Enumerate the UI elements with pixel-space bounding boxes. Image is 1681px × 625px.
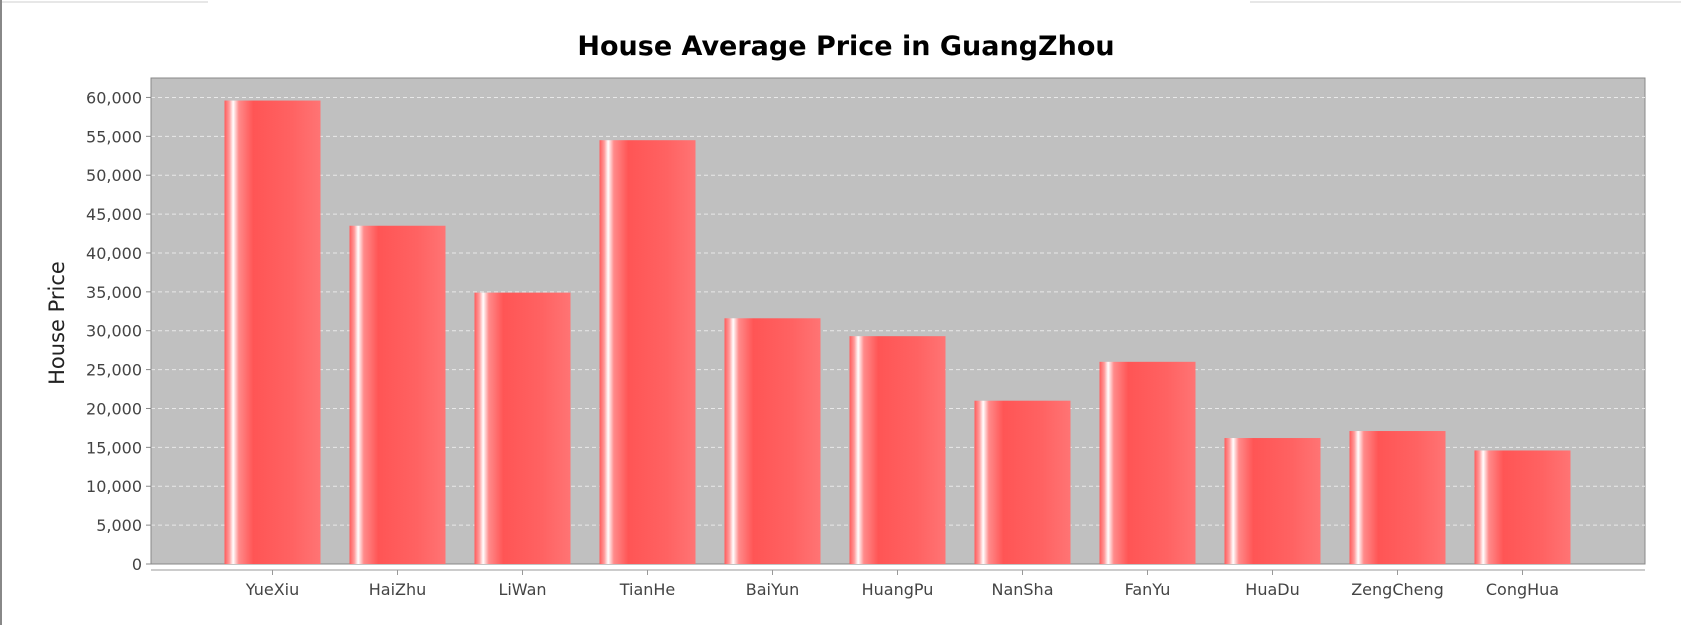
x-category-label: FanYu [1125, 580, 1171, 599]
bar-nansha [974, 400, 1071, 564]
x-category-label: HuaDu [1245, 580, 1299, 599]
y-axis-ticks: 0 5,000 10,000 15,000 20,000 25,000 30,000 35,0… [86, 88, 151, 574]
x-category-label: HaiZhu [369, 580, 427, 599]
y-tick-label: 30,000 [86, 322, 142, 341]
x-category-label: TianHe [619, 580, 676, 599]
x-category-label: HuangPu [862, 580, 934, 599]
y-tick-label: 55,000 [86, 127, 142, 146]
bar-tianhe [599, 140, 696, 564]
x-category-label: CongHua [1486, 580, 1559, 599]
bar-conghua [1474, 450, 1571, 564]
y-tick-label: 0 [132, 555, 142, 574]
y-tick-label: 50,000 [86, 166, 142, 185]
y-tick-label: 60,000 [86, 88, 142, 107]
y-tick-label: 25,000 [86, 361, 142, 380]
bar-baiyun [724, 318, 821, 564]
x-axis-categories: YueXiu HaiZhu LiWan TianHe BaiYun HuangPu NanS… [245, 570, 1559, 599]
y-tick-label: 20,000 [86, 399, 142, 418]
bar-huangpu [849, 336, 946, 564]
y-tick-label: 35,000 [86, 283, 142, 302]
bars-group [224, 100, 1571, 564]
bar-yuexiu [224, 100, 321, 564]
y-axis-label: House Price [45, 261, 69, 385]
bar-zengcheng [1349, 431, 1446, 564]
bar-fanyu [1099, 361, 1196, 564]
x-category-label: YueXiu [245, 580, 299, 599]
x-category-label: LiWan [498, 580, 546, 599]
chart-title: House Average Price in GuangZhou [577, 31, 1114, 62]
y-tick-label: 5,000 [96, 516, 142, 535]
y-tick-label: 10,000 [86, 477, 142, 496]
bar-haizhu [349, 225, 446, 564]
x-category-label: BaiYun [746, 580, 799, 599]
bar-huadu [1224, 438, 1321, 564]
x-category-label: ZengCheng [1351, 580, 1444, 599]
y-tick-label: 15,000 [86, 438, 142, 457]
y-tick-label: 45,000 [86, 205, 142, 224]
x-category-label: NanSha [991, 580, 1053, 599]
y-tick-label: 40,000 [86, 244, 142, 263]
bar-liwan [474, 292, 571, 564]
